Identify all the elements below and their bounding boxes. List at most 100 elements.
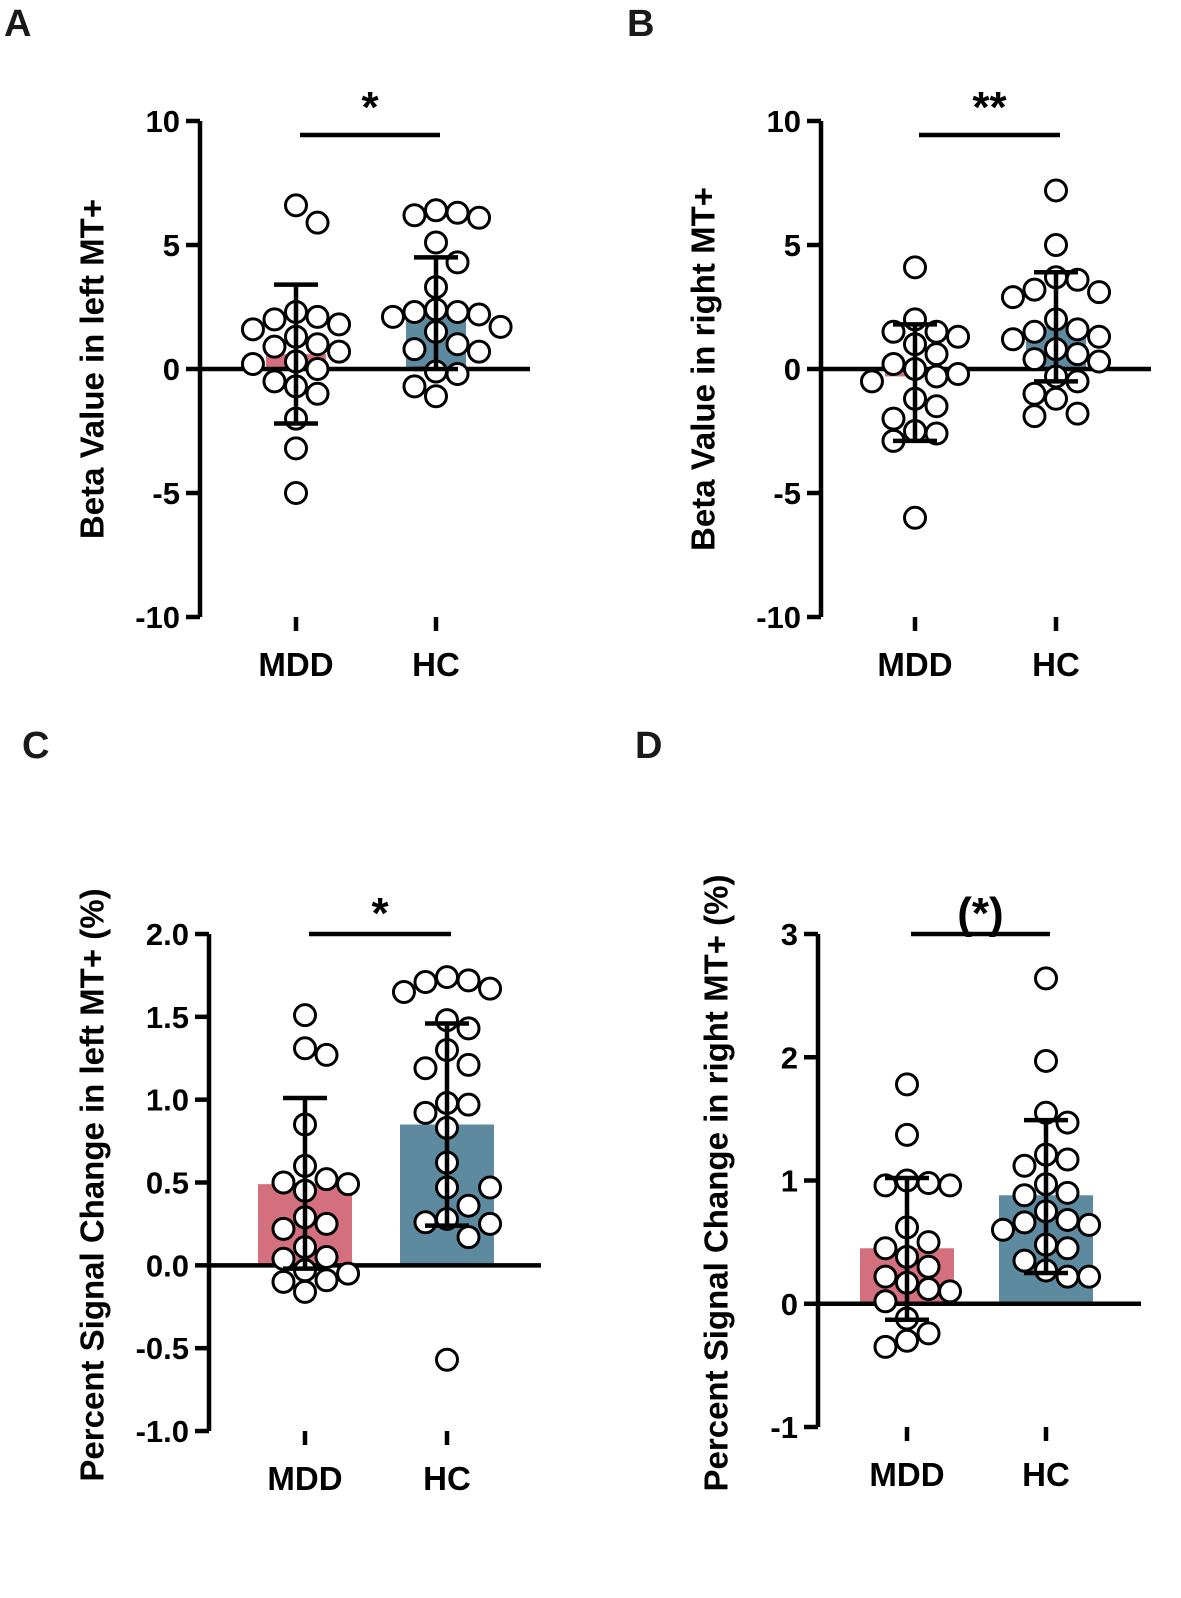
data-point-hc bbox=[413, 970, 438, 995]
data-point-hc bbox=[413, 1210, 438, 1235]
data-point-mdd bbox=[240, 352, 265, 377]
data-point-hc bbox=[467, 302, 492, 327]
data-point-mdd bbox=[271, 1246, 296, 1271]
data-point-mdd bbox=[916, 1230, 941, 1255]
data-point-mdd bbox=[924, 342, 949, 367]
y-tick-label: 2.0 bbox=[146, 917, 189, 952]
y-tick-label: -0.5 bbox=[136, 1331, 189, 1366]
data-point-mdd bbox=[873, 1264, 898, 1289]
panel-c: C Percent Signal Change in left MT+ (%) -… bbox=[0, 720, 590, 1593]
panel-a: A Beta Value in left MT+ -10 -5 0 5 10 MDD HC * bbox=[0, 0, 590, 790]
data-point-mdd bbox=[314, 1268, 339, 1293]
data-point-mdd bbox=[293, 1279, 317, 1304]
y-tick-label: 1.5 bbox=[146, 1000, 189, 1035]
panel-label-b: B bbox=[627, 3, 654, 45]
data-point-mdd bbox=[240, 317, 265, 342]
data-point-hc bbox=[1077, 1212, 1102, 1237]
data-point-mdd bbox=[924, 364, 949, 389]
data-point-mdd bbox=[881, 406, 906, 431]
data-point-hc bbox=[413, 1100, 438, 1125]
data-point-mdd bbox=[314, 1167, 339, 1192]
data-point-hc bbox=[402, 299, 427, 324]
data-point-hc bbox=[467, 205, 492, 230]
significance-marker: (*) bbox=[957, 889, 1003, 938]
data-point-hc bbox=[1077, 1264, 1102, 1289]
data-point-mdd bbox=[916, 1276, 941, 1301]
data-point-hc bbox=[478, 976, 503, 1001]
data-point-hc bbox=[445, 332, 470, 357]
data-point-mdd bbox=[881, 352, 906, 377]
data-point-hc bbox=[1087, 324, 1112, 349]
y-tick-label: -10 bbox=[756, 600, 801, 635]
y-tick-label: 10 bbox=[767, 104, 801, 139]
y-axis-label: Percent Signal Change in left MT+ (%) bbox=[74, 888, 111, 1481]
data-point-mdd bbox=[305, 332, 330, 357]
category-label-hc: HC bbox=[423, 1460, 471, 1497]
data-point-hc bbox=[402, 203, 427, 228]
data-point-hc bbox=[1055, 1236, 1080, 1261]
significance-marker: * bbox=[361, 83, 379, 132]
data-point-hc bbox=[1087, 349, 1112, 374]
data-point-mdd bbox=[916, 1170, 941, 1195]
data-point-mdd bbox=[305, 357, 330, 381]
data-point-hc bbox=[1044, 178, 1068, 203]
data-point-mdd bbox=[293, 1003, 317, 1028]
data-point-hc bbox=[445, 299, 470, 324]
data-point-hc bbox=[456, 968, 481, 993]
data-point-hc bbox=[478, 1175, 503, 1200]
data-point-mdd bbox=[305, 210, 330, 235]
y-tick-label: 3 bbox=[781, 917, 798, 952]
y-tick-label: 0 bbox=[163, 352, 180, 387]
data-point-hc bbox=[402, 374, 427, 399]
data-point-mdd bbox=[336, 1172, 361, 1197]
data-point-hc bbox=[467, 339, 492, 364]
data-point-mdd bbox=[284, 436, 308, 461]
data-point-mdd bbox=[293, 1036, 317, 1061]
data-point-hc bbox=[1044, 386, 1068, 411]
data-point-mdd bbox=[924, 394, 949, 419]
y-tick-label: 5 bbox=[784, 228, 801, 263]
data-point-hc bbox=[1055, 1207, 1080, 1232]
data-point-hc bbox=[1087, 280, 1112, 305]
data-point-hc bbox=[1055, 1147, 1080, 1172]
data-point-mdd bbox=[873, 1334, 898, 1359]
panel-label-c: C bbox=[22, 725, 49, 767]
data-point-mdd bbox=[938, 1279, 963, 1304]
data-point-hc bbox=[1022, 347, 1047, 372]
data-point-hc bbox=[1065, 317, 1090, 342]
data-point-mdd bbox=[305, 304, 330, 329]
data-point-mdd bbox=[895, 1122, 919, 1147]
data-point-mdd bbox=[903, 505, 927, 530]
panel-label-a: A bbox=[4, 3, 31, 45]
data-point-hc bbox=[1065, 342, 1090, 367]
category-label-mdd: MDD bbox=[258, 646, 333, 683]
data-point-hc bbox=[1044, 233, 1068, 257]
data-point-mdd bbox=[314, 1245, 339, 1270]
data-point-hc bbox=[1055, 1264, 1080, 1289]
data-point-mdd bbox=[284, 481, 308, 505]
y-tick-label: -1.0 bbox=[136, 1414, 189, 1449]
data-point-hc bbox=[1012, 1183, 1037, 1208]
y-tick-label: 5 bbox=[163, 228, 180, 263]
data-point-mdd bbox=[916, 1321, 941, 1346]
category-label-mdd: MDD bbox=[267, 1460, 342, 1497]
data-point-mdd bbox=[327, 312, 352, 337]
y-tick-label: 0 bbox=[781, 1287, 798, 1322]
data-point-hc bbox=[424, 230, 448, 255]
data-point-hc bbox=[1022, 381, 1047, 406]
panel-d: D Percent Signal Change in right MT+ (%)… bbox=[591, 720, 1181, 1593]
data-point-hc bbox=[1022, 319, 1047, 344]
category-label-mdd: MDD bbox=[869, 1456, 944, 1493]
data-point-mdd bbox=[305, 381, 330, 406]
data-point-hc bbox=[445, 250, 470, 275]
data-point-hc bbox=[380, 304, 405, 329]
data-point-hc bbox=[445, 361, 470, 386]
chart-d-svg: D Percent Signal Change in right MT+ (%)… bbox=[635, 725, 1141, 1493]
data-point-hc bbox=[1055, 1110, 1080, 1135]
data-point-hc bbox=[1022, 277, 1047, 302]
data-point-mdd bbox=[284, 193, 308, 218]
data-point-hc bbox=[1000, 285, 1025, 310]
data-point-mdd bbox=[873, 1236, 898, 1261]
significance-marker: * bbox=[371, 889, 389, 938]
data-point-hc bbox=[424, 384, 448, 409]
